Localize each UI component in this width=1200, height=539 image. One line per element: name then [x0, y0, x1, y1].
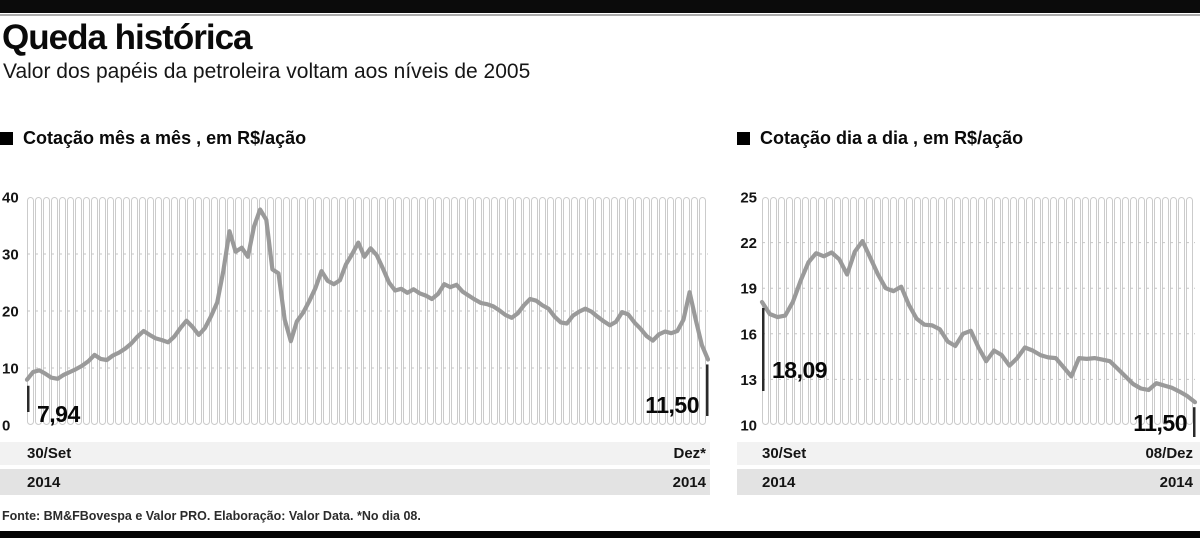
- page-title: Queda histórica: [2, 18, 253, 57]
- daily-line-chart: 30/Set 08/Dez 2014 2014 10 13 16 19 22 25 18,09 11,…: [737, 190, 1200, 495]
- x-axis-start-label: 30/Set: [762, 445, 806, 462]
- first-value-label: 18,09: [772, 357, 827, 383]
- y-tick-label: 40: [2, 190, 19, 207]
- top-thin-rule: [0, 14, 1200, 16]
- y-tick-label: 10: [740, 418, 757, 435]
- y-tick-label: 10: [2, 361, 19, 378]
- first-value-label: 7,94: [37, 401, 80, 427]
- bottom-rule: [0, 531, 1200, 538]
- last-value-label: 11,50: [645, 392, 699, 418]
- x-axis-end-label: 08/Dez: [1145, 445, 1193, 462]
- price-line: [759, 238, 1198, 405]
- x-axis-end-label: Dez*: [673, 445, 706, 462]
- chart-daily: Cotação dia a dia , em R$/ação 30/Set 08/…: [737, 127, 1200, 495]
- chart-monthly: Cotação mês a mês , em R$/ação 30/Set Dez…: [0, 127, 710, 495]
- monthly-line-chart: 30/Set Dez* 2014 2014 0 10 20 30 40 7,94 11,50: [0, 190, 710, 495]
- bullet-square-icon: [0, 131, 13, 145]
- y-tick-label: 16: [740, 326, 757, 343]
- last-value-label: 11,50: [1133, 410, 1187, 436]
- year-start-label: 2014: [762, 474, 796, 491]
- y-tick-label: 22: [740, 235, 757, 252]
- y-tick-label: 25: [740, 190, 757, 207]
- chart-daily-title: Cotação dia a dia , em R$/ação: [760, 127, 1024, 148]
- y-tick-label: 19: [740, 281, 757, 298]
- y-tick-label: 20: [2, 304, 19, 321]
- bullet-square-icon: [737, 131, 750, 145]
- page-subtitle: Valor dos papéis da petroleira voltam ao…: [3, 60, 531, 83]
- y-tick-label: 30: [2, 247, 19, 264]
- year-end-label: 2014: [1160, 474, 1194, 491]
- chart-monthly-title: Cotação mês a mês , em R$/ação: [23, 127, 307, 148]
- year-end-label: 2014: [673, 474, 707, 491]
- x-axis-start-label: 30/Set: [27, 445, 71, 462]
- chart-monthly-header: Cotação mês a mês , em R$/ação: [0, 127, 710, 149]
- price-line: [24, 207, 710, 382]
- y-tick-label: 0: [2, 418, 10, 435]
- y-tick-label: 13: [740, 372, 757, 389]
- top-rule: [0, 0, 1200, 13]
- year-start-label: 2014: [27, 474, 61, 491]
- chart-daily-header: Cotação dia a dia , em R$/ação: [737, 127, 1200, 149]
- source-note: Fonte: BM&FBovespa e Valor PRO. Elaboraç…: [2, 509, 421, 523]
